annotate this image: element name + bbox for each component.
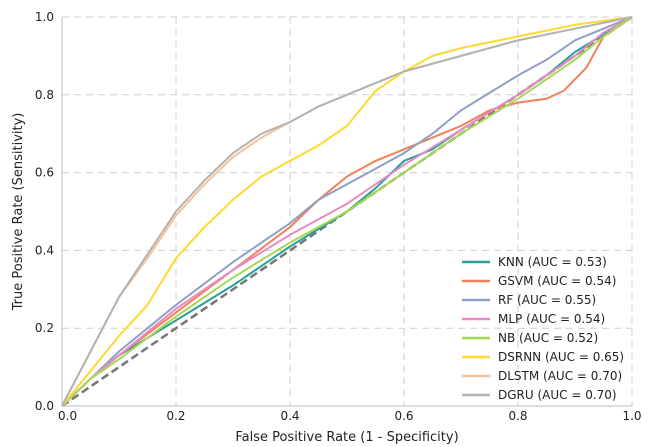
x-tick-label: 0.2: [166, 409, 185, 423]
legend-label: NB (AUC = 0.52): [498, 331, 598, 345]
y-tick-label: 0.2: [35, 321, 54, 335]
tick-labels: 0.0 0.2 0.4 0.6 0.8 1.0 0.0 0.2 0.4 0.6 0.8 1.0: [35, 10, 642, 423]
x-tick-label: 0.8: [508, 409, 527, 423]
series-line-3: [61, 16, 633, 407]
legend-label: GSVM (AUC = 0.54): [498, 274, 616, 288]
y-tick-label: 1.0: [35, 10, 54, 24]
y-tick-label: 0.6: [35, 166, 54, 180]
y-axis-label: True Positive Rate (Sensitivity): [11, 113, 26, 312]
x-tick-label: 0.6: [394, 409, 413, 423]
x-tick-label: 0.4: [280, 409, 299, 423]
series-line-2: [61, 16, 633, 407]
y-tick-label: 0.4: [35, 243, 54, 257]
y-tick-label: 0.0: [35, 399, 54, 413]
x-axis-label: False Positive Rate (1 - Specificity): [235, 430, 458, 445]
legend-label: DLSTM (AUC = 0.70): [498, 369, 622, 383]
series-line-1: [61, 16, 633, 407]
legend-label: DSRNN (AUC = 0.65): [498, 350, 624, 364]
legend-label: RF (AUC = 0.55): [498, 293, 596, 307]
y-tick-label: 0.8: [35, 88, 54, 102]
series-line-4: [61, 16, 633, 407]
legend-label: DGRU (AUC = 0.70): [498, 388, 617, 402]
chance-diagonal-line: [61, 15, 633, 408]
plot-frame: [61, 17, 632, 407]
x-tick-label: 0.0: [58, 409, 77, 423]
legend: KNN (AUC = 0.53) GSVM (AUC = 0.54) RF (AUC…: [462, 255, 624, 402]
series-line-5: [61, 16, 633, 407]
reference-diagonal: [61, 15, 633, 408]
series-lines: [61, 16, 633, 407]
legend-label: MLP (AUC = 0.54): [498, 312, 605, 326]
series-line-7: [61, 16, 633, 407]
legend-label: KNN (AUC = 0.53): [498, 255, 607, 269]
x-tick-label: 1.0: [622, 409, 641, 423]
